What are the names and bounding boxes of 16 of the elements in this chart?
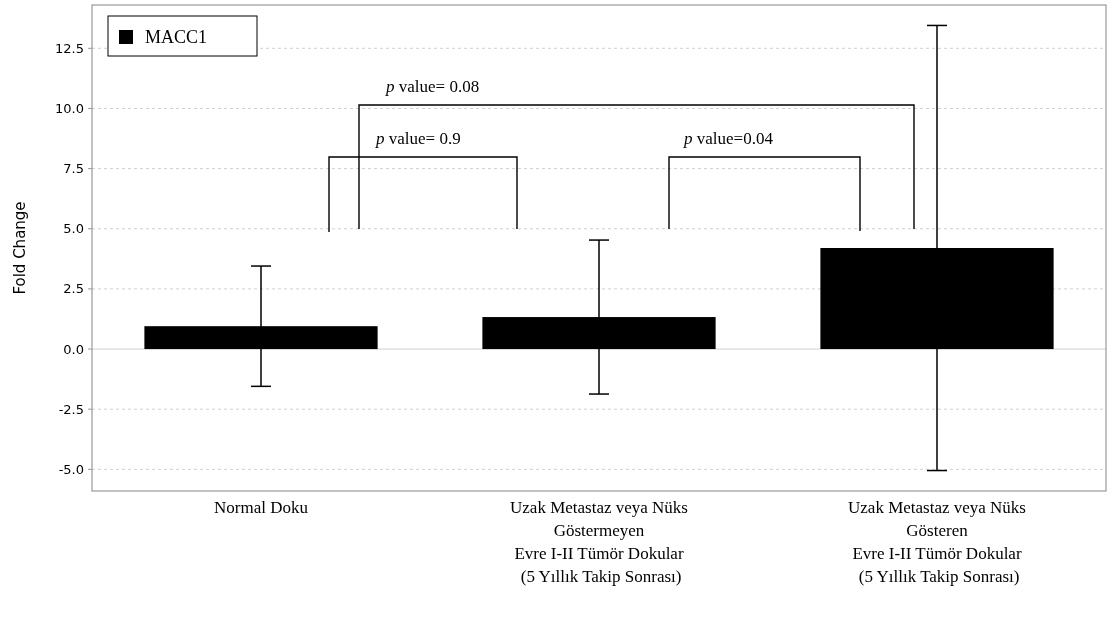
y-tick-label: 7.5	[63, 161, 84, 177]
legend-label: MACC1	[145, 27, 208, 47]
y-tick-label: 2.5	[63, 281, 84, 297]
x-tick-label: Normal Doku	[214, 498, 309, 517]
x-tick-label: Uzak Metastaz veya Nüks Göstermeyen Evre I-II Tümör Dokular (5 Yıllık Takip Sonrası)	[510, 498, 688, 586]
x-tick-label: Uzak Metastaz veya Nüks Gösteren Evre I-II Tümör Dokular (5 Yıllık Takip Sonrası)	[848, 498, 1026, 586]
y-axis-title: Fold Change	[11, 201, 29, 295]
y-tick-label: -2.5	[58, 401, 84, 417]
y-tick-label: 10.0	[55, 101, 84, 117]
y-tick-label: 12.5	[55, 40, 84, 56]
annotation: p value= 0.08	[385, 77, 480, 96]
annotation: p value=0.04	[683, 129, 774, 148]
y-tick-label: 5.0	[63, 221, 84, 237]
y-tick-label: -5.0	[58, 461, 84, 477]
y-tick-label: 0.0	[63, 341, 84, 357]
annotation: p value= 0.9	[375, 129, 461, 148]
